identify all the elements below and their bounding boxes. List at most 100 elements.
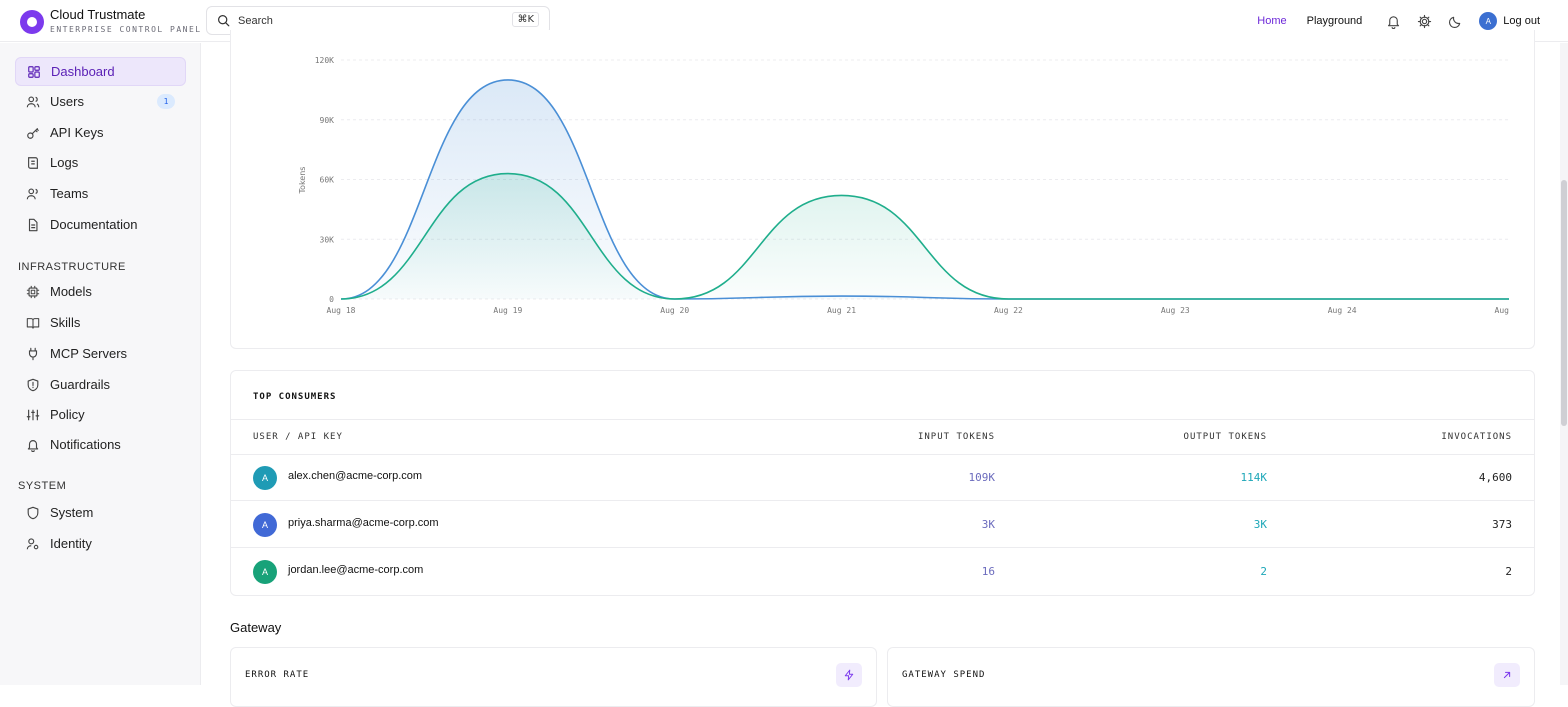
book-icon (26, 316, 40, 330)
sidebar-item-policy[interactable]: Policy (15, 400, 186, 429)
sidebar-item-system[interactable]: System (15, 498, 186, 527)
nav-playground[interactable]: Playground (1306, 15, 1363, 27)
row-input-tokens: 3K (981, 518, 995, 531)
row-invocations: 4,600 (1478, 471, 1512, 484)
sidebar-item-label: Policy (50, 407, 85, 422)
row-output-tokens: 2 (1260, 565, 1267, 578)
chart-series-line[interactable] (340, 172, 1509, 300)
brand[interactable]: Cloud Trustmate ENTERPRISE CONTROL PANEL (20, 8, 202, 36)
row-output-tokens: 3K (1253, 518, 1267, 531)
shield-icon (26, 506, 40, 520)
dashboard-icon (27, 65, 41, 79)
chart-y-tick: 60K (320, 176, 335, 185)
identity-icon (26, 537, 40, 551)
chart-y-tick: 30K (320, 235, 335, 244)
user-avatar[interactable]: A (1479, 12, 1498, 30)
key-icon (26, 126, 40, 140)
token-usage-chart: 0 30K 60K 90K 120K Aug 18 Aug 19 Aug 20 Aug 21 A… (298, 56, 1510, 315)
bell-icon[interactable] (1386, 14, 1401, 29)
sidebar-item-mcp-servers[interactable]: MCP Servers (15, 339, 186, 368)
bell-icon (26, 438, 40, 452)
brand-name: Cloud Trustmate (50, 7, 146, 22)
sidebar-item-label: Users (50, 94, 84, 109)
row-output-tokens: 114K (1240, 471, 1268, 484)
chart-x-tick: Aug 18 (327, 306, 356, 315)
plug-icon (26, 347, 40, 361)
sidebar-item-label: API Keys (50, 125, 104, 140)
column-input-tokens[interactable]: INPUT TOKENS (917, 432, 995, 442)
arrow-up-right-icon[interactable] (1494, 663, 1520, 687)
row-invocations: 373 (1492, 518, 1512, 531)
avatar: A (253, 466, 277, 490)
row-user: jordan.lee@acme-corp.com (288, 564, 424, 576)
sidebar-item-label: Logs (50, 155, 79, 170)
sidebar-item-identity[interactable]: Identity (15, 529, 186, 558)
sidebar-item-dashboard[interactable]: Dashboard (15, 57, 186, 86)
search-placeholder: Search (238, 14, 273, 27)
nav-home[interactable]: Home (1257, 15, 1287, 27)
token-usage-chart-card: 0 30K 60K 90K 120K Aug 18 Aug 19 Aug 20 Aug 21 A… (230, 30, 1535, 349)
chart-y-tick: 90K (320, 116, 335, 125)
sidebar-item-label: Skills (50, 315, 81, 330)
column-output-tokens[interactable]: OUTPUT TOKENS (1183, 432, 1267, 442)
brand-subtitle: ENTERPRISE CONTROL PANEL (50, 25, 202, 34)
sidebar-item-users[interactable]: Users 1 (15, 87, 186, 116)
column-user[interactable]: USER / API KEY (253, 432, 343, 442)
row-user: priya.sharma@acme-corp.com (288, 517, 439, 529)
teams-icon (26, 187, 40, 201)
scrollbar-thumb[interactable] (1561, 180, 1567, 426)
table-title: TOP CONSUMERS (253, 392, 337, 402)
table-header: USER / API KEY INPUT TOKENS OUTPUT TOKEN… (231, 419, 1534, 455)
sidebar-item-models[interactable]: Models (15, 277, 186, 306)
chip-icon (26, 285, 40, 299)
table-row[interactable]: A priya.sharma@acme-corp.com 3K 3K 373 (231, 501, 1534, 548)
sidebar-item-api-keys[interactable]: API Keys (15, 118, 186, 147)
sidebar-item-label: Guardrails (50, 377, 110, 392)
sidebar-item-skills[interactable]: Skills (15, 308, 186, 337)
top-consumers-card: TOP CONSUMERS USER / API KEY INPUT TOKEN… (230, 370, 1535, 596)
table-row[interactable]: A jordan.lee@acme-corp.com 16 2 2 (231, 548, 1534, 595)
page-scrollbar[interactable] (1560, 43, 1568, 685)
sidebar-item-label: Teams (50, 186, 89, 201)
gateway-spend-title: GATEWAY SPEND (902, 670, 986, 680)
error-rate-card[interactable]: ERROR RATE (230, 647, 877, 707)
users-icon (26, 95, 40, 109)
avatar: A (253, 560, 277, 584)
table-row[interactable]: A alex.chen@acme-corp.com 109K 114K 4,60… (231, 454, 1534, 501)
chart-x-tick: Aug 23 (1161, 306, 1190, 315)
sidebar-item-label: MCP Servers (50, 346, 128, 361)
chart-x-tick: Aug (1495, 306, 1510, 315)
chart-x-tick: Aug 22 (994, 306, 1023, 315)
sidebar-item-documentation[interactable]: Documentation (15, 210, 186, 239)
shield-alert-icon (26, 378, 40, 392)
sidebar-item-teams[interactable]: Teams (15, 179, 186, 208)
chart-x-tick: Aug 24 (1328, 306, 1357, 315)
error-rate-title: ERROR RATE (245, 670, 310, 680)
sidebar-item-logs[interactable]: Logs (15, 148, 186, 177)
users-count-badge: 1 (157, 94, 175, 109)
chart-x-tick: Aug 20 (660, 306, 689, 315)
column-invocations[interactable]: INVOCATIONS (1441, 432, 1512, 442)
row-input-tokens: 109K (968, 471, 996, 484)
sliders-icon (26, 408, 40, 422)
gateway-spend-card[interactable]: GATEWAY SPEND (887, 647, 1535, 707)
logout-link[interactable]: Log out (1503, 15, 1540, 27)
gateway-section-title: Gateway (230, 620, 282, 635)
zap-icon[interactable] (836, 663, 862, 687)
sidebar-item-label: Notifications (50, 437, 121, 452)
chart-y-axis-label: Tokens (298, 167, 307, 195)
gear-icon[interactable] (1417, 14, 1432, 29)
row-user: alex.chen@acme-corp.com (288, 470, 423, 482)
sidebar-item-label: Documentation (50, 217, 138, 232)
section-system: SYSTEM (18, 480, 67, 492)
sidebar: Dashboard Users 1 API Keys Logs Teams Do… (0, 43, 201, 685)
avatar: A (253, 513, 277, 537)
sidebar-item-notifications[interactable]: Notifications (15, 430, 186, 459)
row-invocations: 2 (1505, 565, 1512, 578)
section-infrastructure: INFRASTRUCTURE (18, 261, 126, 273)
sidebar-item-label: Identity (50, 536, 92, 551)
sidebar-item-guardrails[interactable]: Guardrails (15, 370, 186, 399)
brand-logo (20, 10, 44, 34)
chart-x-tick: Aug 19 (493, 306, 522, 315)
moon-icon[interactable] (1448, 14, 1463, 29)
